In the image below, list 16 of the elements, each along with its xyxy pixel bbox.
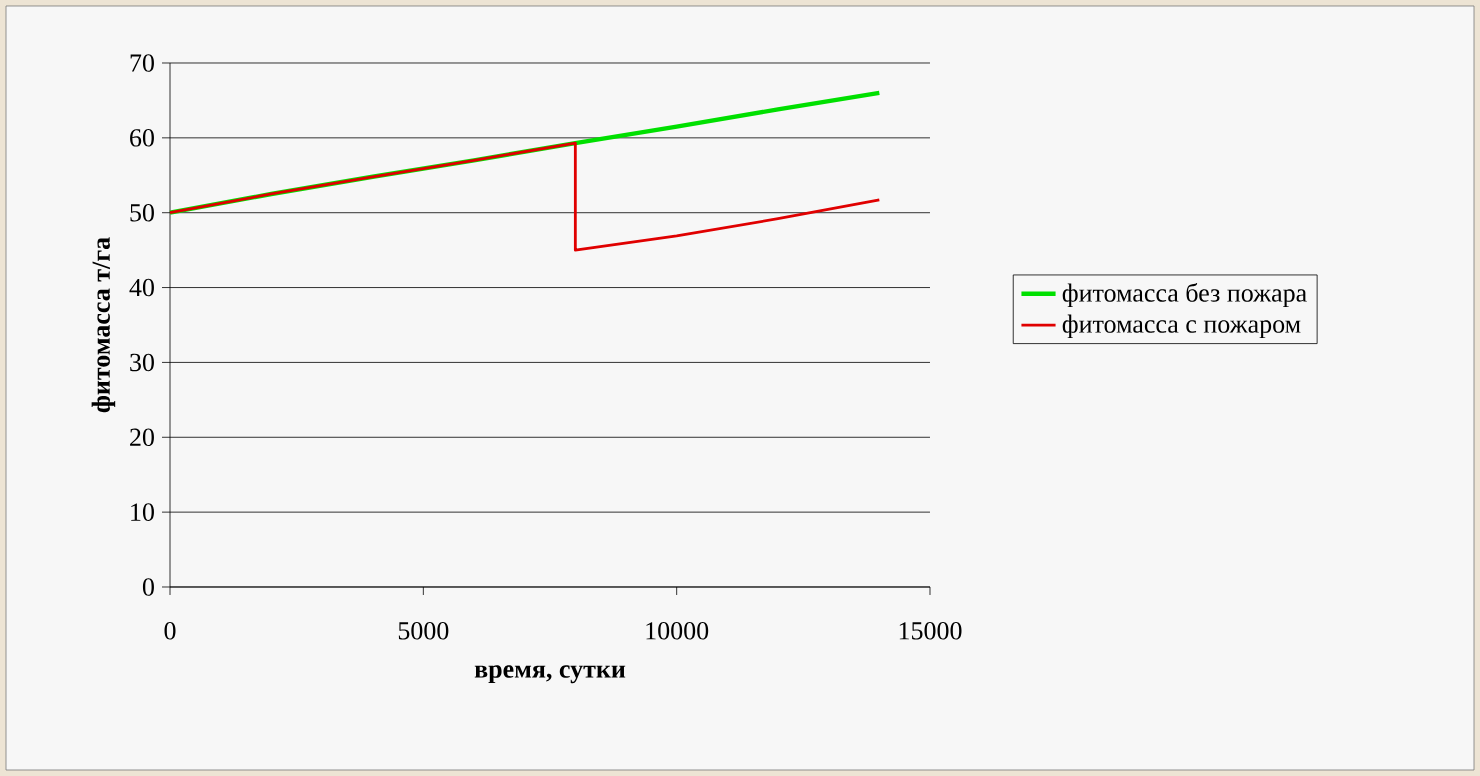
x-tick-label: 0 bbox=[164, 622, 176, 640]
x-tick-label: 15000 bbox=[899, 622, 962, 640]
y-tick-label: 70 bbox=[130, 54, 154, 72]
y-axis-title: фитомасса т/га bbox=[91, 237, 116, 413]
legend-label: фитомасса с пожаром bbox=[1062, 314, 1301, 339]
y-tick-label: 10 bbox=[131, 503, 154, 521]
x-axis-title: время, сутки bbox=[474, 665, 626, 684]
x-tick-label: 5000 bbox=[398, 622, 449, 640]
y-tick-label: 30 bbox=[130, 353, 154, 372]
legend-label: фитомасса без пожара bbox=[1062, 282, 1307, 308]
x-tick-label: 10000 bbox=[646, 622, 709, 640]
y-tick-label: 20 bbox=[130, 428, 154, 447]
y-tick-label: 40 bbox=[129, 278, 154, 297]
y-tick-label: 50 bbox=[130, 203, 154, 222]
y-tick-label: 60 bbox=[130, 129, 154, 147]
y-tick-label: 0 bbox=[142, 578, 154, 596]
